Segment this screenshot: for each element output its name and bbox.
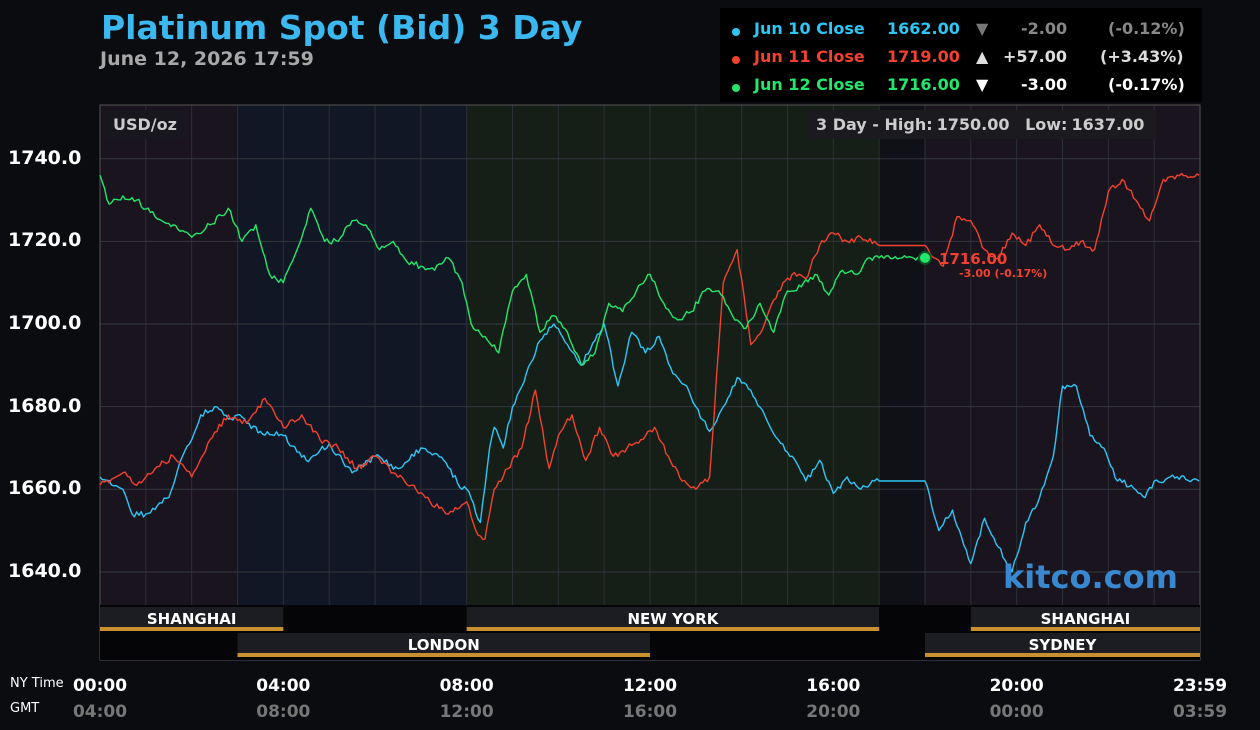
session-label: SYDNEY — [1029, 636, 1098, 654]
current-change-label: -3.00 (-0.17%) — [959, 267, 1047, 280]
series-line-jun10 — [99, 323, 1200, 573]
legend-label: Jun 12 Close — [754, 75, 865, 94]
x-tick-label-gmt: 03:59 — [1172, 702, 1228, 722]
session-label: SHANGHAI — [1041, 610, 1131, 628]
x-tick-label-ny: 12:00 — [622, 676, 678, 696]
x-tick-label-ny: 04:00 — [256, 676, 311, 696]
low-value: 1637.00 — [1071, 115, 1145, 134]
y-tick-label: 1740.0 — [8, 146, 82, 169]
session-label: SHANGHAI — [147, 610, 237, 628]
legend-label: Jun 10 Close — [754, 19, 865, 38]
x-tick-label-ny: 23:59 — [1172, 676, 1228, 696]
legend-dot-jun10 — [732, 28, 740, 36]
session-bar — [970, 607, 1200, 627]
legend-row-jun12: Jun 12 Close 1716.00 ▼ -3.00 (-0.17%) — [720, 71, 1202, 97]
kitco-logo: kitco.com — [1003, 558, 1178, 596]
session-bar — [466, 607, 880, 627]
session-label: LONDON — [408, 636, 480, 654]
x-tick-label-gmt: 16:00 — [622, 702, 678, 722]
x-tick-label-gmt: 20:00 — [806, 702, 861, 722]
legend-price: 1719.00 — [887, 47, 960, 66]
legend-change: -3.00 — [1021, 75, 1068, 94]
legend-price: 1716.00 — [887, 75, 960, 94]
arrow-down-icon: ▼ — [976, 75, 989, 94]
legend-dot-jun12 — [732, 84, 740, 92]
london-session-shade — [237, 105, 467, 605]
legend: Jun 10 Close 1662.00 ▼ -2.00 (-0.12%) Ju… — [720, 8, 1202, 102]
x-tick-label-ny: 00:00 — [72, 676, 128, 696]
gmt-caption: GMT — [10, 701, 40, 716]
x-tick-label-gmt: 08:00 — [256, 702, 311, 722]
current-price-dot — [918, 250, 932, 265]
legend-change: +57.00 — [1003, 47, 1068, 66]
session-bar — [925, 633, 1200, 653]
series-line-jun12 — [99, 174, 926, 366]
chart-timestamp: June 12, 2026 17:59 — [100, 48, 314, 70]
arrow-down-icon: ▼ — [976, 19, 989, 38]
y-tick-label: 1660.0 — [8, 477, 82, 500]
session-bar-underline — [925, 653, 1200, 657]
session-bar — [100, 607, 284, 627]
legend-pct: (-0.17%) — [1108, 75, 1185, 94]
x-tick-label-ny: 20:00 — [989, 676, 1044, 696]
legend-pct: (-0.12%) — [1108, 19, 1185, 38]
series-line-jun11 — [99, 172, 1200, 541]
legend-price: 1662.00 — [887, 19, 960, 38]
y-tick-label: 1680.0 — [8, 394, 82, 417]
shanghai-session-shade — [100, 105, 238, 605]
newyork-session-shade — [466, 105, 880, 605]
legend-change: -2.00 — [1021, 19, 1068, 38]
high-low-box: 3 Day - High: 1750.00 Low: 1637.00 — [808, 110, 1157, 139]
high-label: 3 Day - High: — [816, 115, 933, 134]
x-tick-label-gmt: 12:00 — [439, 702, 494, 722]
y-tick-label: 1720.0 — [8, 229, 82, 252]
ny-time-caption: NY Time — [10, 676, 64, 691]
x-tick-label-gmt: 00:00 — [989, 702, 1044, 722]
session-bar-underline — [970, 627, 1200, 631]
session-bar — [237, 633, 650, 653]
x-tick-label-gmt: 04:00 — [72, 702, 128, 722]
current-price-label: 1716.00 — [939, 250, 1007, 268]
x-tick-label-ny: 08:00 — [439, 676, 494, 696]
session-label: NEW YORK — [628, 610, 720, 628]
legend-label: Jun 11 Close — [754, 47, 865, 66]
legend-row-jun11: Jun 11 Close 1719.00 ▲ +57.00 (+3.43%) — [720, 43, 1202, 69]
low-label: Low: — [1025, 115, 1068, 134]
chart-title: Platinum Spot (Bid) 3 Day — [101, 8, 583, 47]
high-value: 1750.00 — [936, 115, 1010, 134]
y-tick-label: 1640.0 — [8, 559, 82, 582]
y-tick-label: 1700.0 — [8, 312, 82, 334]
x-tick-label-ny: 16:00 — [806, 676, 861, 696]
arrow-up-icon: ▲ — [976, 47, 989, 66]
legend-row-jun10: Jun 10 Close 1662.00 ▼ -2.00 (-0.12%) — [720, 15, 1202, 41]
session-bar-underline — [466, 627, 880, 631]
legend-pct: (+3.43%) — [1100, 47, 1184, 66]
legend-dot-jun11 — [732, 56, 740, 64]
session-bar-underline — [100, 627, 284, 631]
unit-label: USD/oz — [104, 110, 186, 139]
session-bar-underline — [237, 653, 650, 657]
